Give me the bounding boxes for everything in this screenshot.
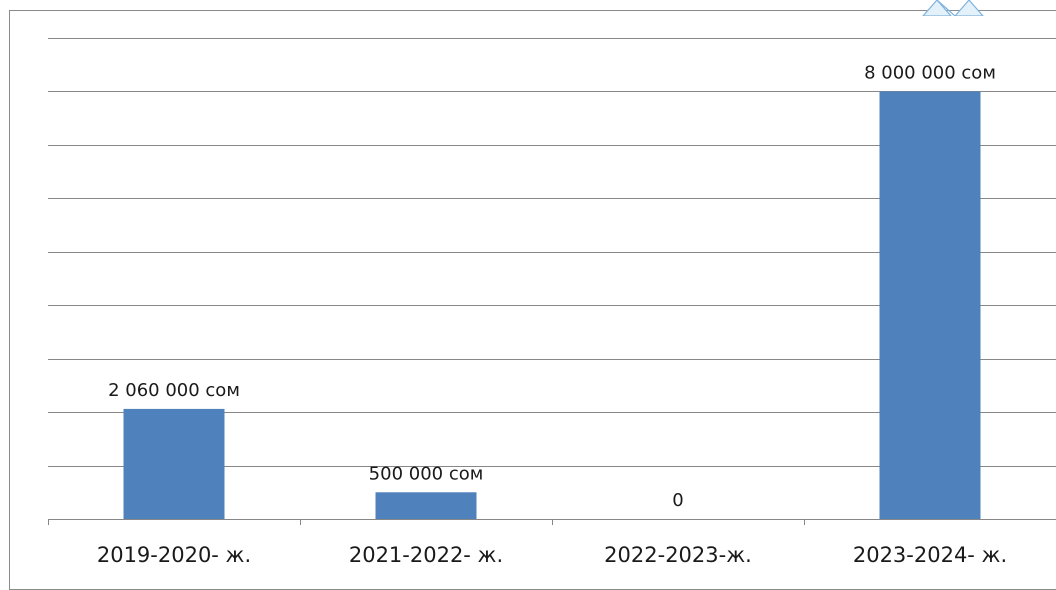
bar-chart: 2019-2020- ж. 2021-2022- ж. 2022-2023-ж. 20… [48, 38, 1056, 567]
x-axis: 2019-2020- ж. 2021-2022- ж. 2022-2023-ж. 20… [48, 519, 1056, 567]
data-labels: 2 060 000 сом 500 000 сом 0 8 000 000 сом [108, 62, 996, 511]
x-tick-label: 2023-2024- ж. [853, 543, 1007, 567]
decorative-corner-shape [922, 0, 984, 16]
bar [375, 492, 477, 519]
data-label: 0 [672, 490, 683, 511]
x-tick-label: 2019-2020- ж. [97, 543, 251, 567]
bar [123, 408, 225, 519]
bars [123, 91, 981, 519]
data-label: 500 000 сом [369, 463, 484, 484]
data-label: 8 000 000 сом [864, 62, 996, 83]
x-tick-label: 2022-2023-ж. [604, 543, 752, 567]
x-tick-label: 2021-2022- ж. [349, 543, 503, 567]
data-label: 2 060 000 сом [108, 380, 240, 401]
bar [879, 91, 981, 519]
